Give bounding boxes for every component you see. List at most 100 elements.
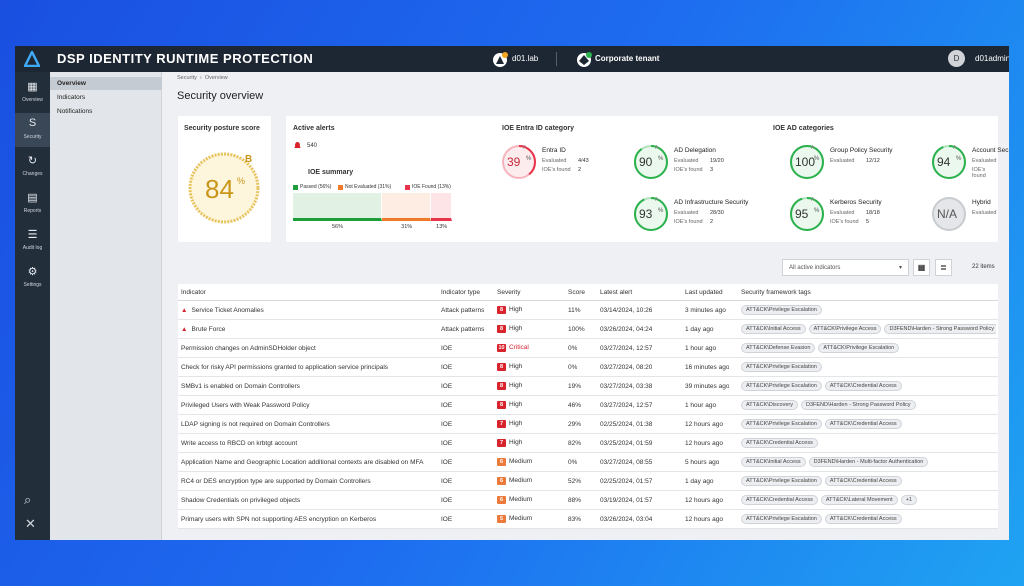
user-name[interactable]: d01admin: [975, 54, 1009, 63]
indicator[interactable]: Privileged Users with Weak Password Poli…: [181, 402, 310, 409]
tag[interactable]: +1: [900, 495, 917, 505]
severity-cell: 7 High: [497, 439, 522, 447]
sidebar-icon[interactable]: S: [28, 117, 37, 129]
table-row[interactable]: Privileged Users with Weak Password Poli…: [178, 396, 998, 415]
nav-item[interactable]: Indicators: [57, 94, 86, 101]
severity-badge: 6: [497, 477, 506, 485]
filter-dropdown[interactable]: All active indicators ▾: [782, 259, 909, 276]
tag[interactable]: ATT&CK\Privilege Escalation: [741, 514, 822, 524]
category-name[interactable]: Account Sec: [972, 147, 1009, 154]
table-row[interactable]: Write access to RBCD on krbtgt account IO…: [178, 434, 998, 453]
tag[interactable]: ATT&CK\Initial Access: [741, 457, 806, 467]
indicator[interactable]: Service Ticket Anomalies: [191, 307, 264, 314]
column-header[interactable]: Indicator type: [441, 289, 481, 296]
column-header[interactable]: Severity: [497, 289, 521, 296]
table-row[interactable]: LDAP signing is not required on Domain C…: [178, 415, 998, 434]
tags-cell: ATT&CK\Defense Evasion ATT&CK\Privilege E…: [741, 343, 996, 353]
search-icon[interactable]: ⌕: [24, 492, 32, 507]
tag[interactable]: D3FEND\Harden - Strong Password Policy: [800, 400, 916, 410]
sidebar-icon[interactable]: ☰: [27, 229, 38, 241]
tag[interactable]: ATT&CK\Privilege Escalation: [741, 362, 822, 372]
tag[interactable]: D3FEND\Harden - Multi-factor Authenticat…: [808, 457, 929, 467]
tag[interactable]: D3FEND\Harden - Strong Password Policy: [884, 324, 996, 334]
table-row[interactable]: Application Name and Geographic Location…: [178, 453, 998, 472]
tag[interactable]: ATT&CK\Credential Access: [741, 495, 818, 505]
crumb[interactable]: Security: [177, 75, 197, 81]
table-row[interactable]: Permission changes on AdminSDHolder obje…: [178, 339, 998, 358]
category-name[interactable]: AD Infrastructure Security: [674, 199, 749, 206]
tag[interactable]: ATT&CK\Credential Access: [824, 476, 902, 486]
table-row[interactable]: ▲ Brute Force Attack patterns 8 High 100% 03/2…: [178, 320, 998, 339]
posture-grade: B: [245, 154, 253, 165]
tag[interactable]: ATT&CK\Privilege Escalation: [741, 305, 822, 315]
indicator[interactable]: SMBv1 is enabled on Domain Controllers: [181, 383, 300, 390]
indicator-cell: RC4 or DES encryption type are supported…: [181, 478, 436, 485]
table-row[interactable]: Check for risky API permissions granted …: [178, 358, 998, 377]
grid-view-button[interactable]: ▦: [913, 259, 930, 276]
column-header[interactable]: Last updated: [685, 289, 723, 296]
sidebar-label[interactable]: Security: [23, 134, 42, 140]
tag[interactable]: ATT&CK\Credential Access: [824, 419, 902, 429]
tag[interactable]: ATT&CK\Discovery: [741, 400, 798, 410]
category-name[interactable]: Hybrid: [972, 199, 991, 206]
tenant[interactable]: Corporate tenant: [595, 54, 660, 63]
latest-alert: 03/27/2024, 08:55: [600, 459, 653, 466]
tag[interactable]: ATT&CK\Privilege Escalation: [741, 476, 822, 486]
alert-icon: ▲: [181, 326, 188, 333]
sidebar-icon[interactable]: ▦: [27, 81, 38, 93]
ring-grade: A: [811, 197, 815, 203]
category-name[interactable]: Entra ID: [542, 147, 566, 154]
indicator[interactable]: RC4 or DES encryption type are supported…: [181, 478, 371, 485]
table-row[interactable]: SMBv1 is enabled on Domain Controllers IO…: [178, 377, 998, 396]
category-name[interactable]: AD Delegation: [674, 147, 716, 154]
indicator[interactable]: Brute Force: [191, 326, 226, 333]
severity: Medium: [509, 477, 533, 484]
sidebar-label[interactable]: Changes: [22, 171, 43, 177]
column-header[interactable]: Score: [568, 289, 585, 296]
tag[interactable]: ATT&CK\Privilege Escalation: [741, 419, 822, 429]
indicator-cell: ▲ Brute Force: [181, 326, 436, 333]
table-row[interactable]: Primary users with SPN not supporting AE…: [178, 510, 998, 529]
sidebar-label[interactable]: Audit log: [22, 245, 43, 251]
indicator-cell: LDAP signing is not required on Domain C…: [181, 421, 436, 428]
tag[interactable]: ATT&CK\Credential Access: [741, 438, 818, 448]
forest[interactable]: d01.lab: [512, 54, 539, 63]
tag[interactable]: ATT&CK\Privilege Escalation: [818, 343, 900, 353]
nav-item[interactable]: Overview: [57, 80, 86, 87]
sidebar-label[interactable]: Settings: [23, 282, 42, 288]
tag[interactable]: ATT&CK\Privilege Access: [808, 324, 882, 334]
list-view-button[interactable]: ≣: [935, 259, 952, 276]
category-name[interactable]: Kerberos Security: [830, 199, 882, 206]
column-header[interactable]: Latest alert: [600, 289, 633, 296]
indicator[interactable]: Check for risky API permissions granted …: [181, 364, 389, 371]
tag[interactable]: ATT&CK\Initial Access: [741, 324, 806, 334]
ring-grade: F: [523, 145, 527, 151]
nav-item[interactable]: Notifications: [57, 108, 93, 115]
column-header[interactable]: Indicator: [181, 289, 206, 296]
indicator[interactable]: Write access to RBCD on krbtgt account: [181, 440, 298, 447]
tag[interactable]: ATT&CK\Credential Access: [824, 514, 902, 524]
sidebar-label[interactable]: Overview: [22, 97, 43, 103]
sidebar-icon[interactable]: ▤: [27, 192, 38, 204]
tag[interactable]: ATT&CK\Lateral Movement: [820, 495, 898, 505]
table-row[interactable]: ▲ Service Ticket Anomalies Attack patterns…: [178, 301, 998, 320]
indicator[interactable]: Primary users with SPN not supporting AE…: [181, 516, 377, 523]
indicator[interactable]: Permission changes on AdminSDHolder obje…: [181, 345, 316, 352]
sidebar-icon[interactable]: ⚙: [27, 266, 38, 278]
category-name[interactable]: Group Policy Security: [830, 147, 893, 154]
indicator[interactable]: LDAP signing is not required on Domain C…: [181, 421, 330, 428]
tag[interactable]: ATT&CK\Privilege Escalation: [741, 381, 822, 391]
avatar[interactable]: D: [948, 50, 965, 67]
tag[interactable]: ATT&CK\Credential Access: [824, 381, 902, 391]
sidebar-label[interactable]: Reports: [23, 208, 42, 214]
tag[interactable]: ATT&CK\Defense Evasion: [741, 343, 816, 353]
table-row[interactable]: RC4 or DES encryption type are supported…: [178, 472, 998, 491]
sidebar-icon[interactable]: ↻: [27, 155, 38, 167]
table-row[interactable]: Shadow Credentials on privileged objects…: [178, 491, 998, 510]
close-icon[interactable]: ✕: [25, 516, 36, 531]
indicator[interactable]: Application Name and Geographic Location…: [181, 459, 424, 466]
indicator[interactable]: Shadow Credentials on privileged objects: [181, 497, 301, 504]
found-value: 3: [710, 167, 714, 173]
type-cell: Attack patterns: [441, 326, 485, 333]
column-header[interactable]: Security framework tags: [741, 289, 811, 296]
